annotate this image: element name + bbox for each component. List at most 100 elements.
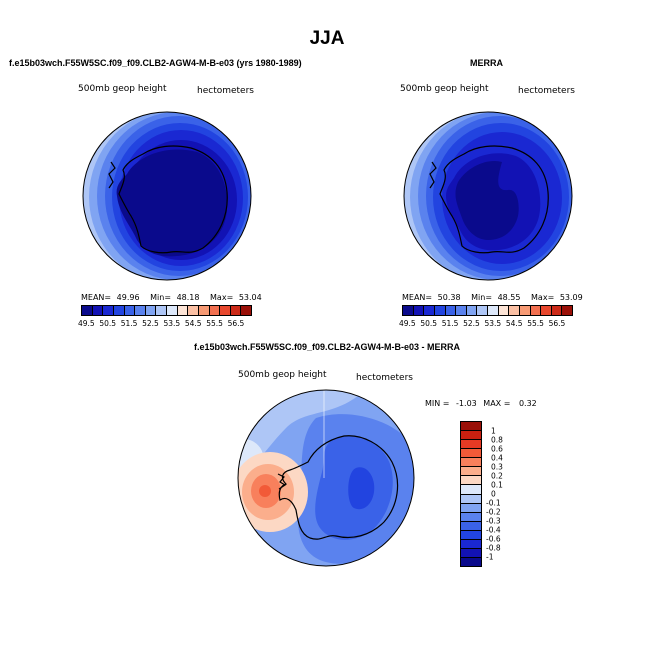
colorbar-swatch	[209, 306, 221, 315]
colorbar-swatch	[413, 306, 425, 315]
colorbar-swatch	[461, 530, 481, 540]
colorbar-swatch	[461, 449, 481, 459]
colorbar-tick-label: 51.5	[441, 319, 459, 328]
model-mean-label: MEAN=	[81, 293, 112, 302]
model-coastline	[108, 145, 228, 254]
obs-mean-label: MEAN=	[402, 293, 433, 302]
colorbar-swatch	[145, 306, 157, 315]
colorbar-tick-label: 0	[491, 489, 496, 499]
diff-min-value: -1.03	[456, 399, 477, 408]
colorbar-swatch	[230, 306, 242, 315]
colorbar-swatch	[530, 306, 542, 315]
model-max-label: Max=	[210, 293, 234, 302]
colorbar-tick-label: 0.4	[491, 453, 503, 463]
colorbar-tick-label: 55.5	[527, 319, 544, 328]
obs-min-label: Min=	[471, 293, 493, 302]
obs-mean-value: 50.38	[437, 293, 461, 302]
colorbar-swatch	[461, 458, 481, 468]
obs-units-label: hectometers	[518, 86, 575, 96]
obs-polar-map	[403, 111, 573, 281]
diff-max-value: 0.32	[518, 399, 537, 408]
colorbar-tick-label: 53.5	[163, 319, 181, 328]
colorbar-swatch	[498, 306, 510, 315]
model-colorbar-swatches	[81, 305, 252, 316]
colorbar-tick-label: 54.5	[505, 319, 523, 328]
colorbar-swatch	[92, 306, 104, 315]
colorbar-swatch	[461, 521, 481, 531]
colorbar-swatch	[220, 306, 231, 315]
colorbar-swatch	[177, 306, 189, 315]
colorbar-swatch	[156, 306, 167, 315]
colorbar-swatch	[456, 306, 467, 315]
colorbar-swatch	[424, 306, 435, 315]
diff-colorbar: 1 0.8 0.6 0.4 0.3 0.2 0.1 0 -0.1 -0.2 -0.3 -0.4 -0.6…	[460, 421, 503, 567]
diff-coastline	[277, 435, 399, 540]
model-mean-value: 49.96	[116, 293, 140, 302]
obs-colorbar-swatches	[402, 305, 573, 316]
colorbar-swatch	[461, 476, 481, 486]
colorbar-swatch	[461, 467, 481, 477]
model-panel-title: f.e15b03wch.F55W5SC.f09_f09.CLB2-AGW4-M-…	[9, 58, 302, 68]
colorbar-swatch	[124, 306, 136, 315]
colorbar-tick-label: 51.5	[120, 319, 138, 328]
colorbar-tick-label: 0.1	[491, 480, 503, 490]
colorbar-swatch	[135, 306, 146, 315]
colorbar-tick-label: -0.3	[486, 516, 501, 526]
diff-colorbar-swatches	[460, 421, 482, 567]
colorbar-tick-label: 52.5	[463, 319, 480, 328]
colorbar-swatch	[461, 512, 481, 522]
diff-units-label: hectometers	[356, 373, 413, 383]
colorbar-swatch	[461, 539, 481, 549]
colorbar-swatch	[403, 306, 414, 315]
colorbar-swatch	[461, 485, 481, 495]
colorbar-tick-label: 49.5	[77, 319, 95, 328]
model-colorbar-labels: 49.5 50.5 51.5 52.5 53.5 54.5 55.5 56.5	[77, 319, 252, 329]
colorbar-tick-label: 0.3	[491, 462, 503, 472]
model-stats: MEAN= 49.96 Min= 48.18 Max= 53.04	[81, 293, 262, 302]
obs-max-value: 53.09	[559, 293, 583, 302]
colorbar-tick-label: 54.5	[184, 319, 202, 328]
colorbar-tick-label: 50.5	[420, 319, 438, 328]
colorbar-tick-label: 0.2	[491, 471, 503, 481]
colorbar-swatch	[461, 557, 481, 566]
colorbar-swatch	[167, 306, 178, 315]
colorbar-swatch	[488, 306, 499, 315]
colorbar-tick-label: -0.8	[486, 543, 501, 553]
model-units-label: hectometers	[197, 86, 254, 96]
model-max-value: 53.04	[238, 293, 262, 302]
page-title: JJA	[309, 28, 345, 49]
colorbar-swatch	[461, 422, 481, 432]
diff-polar-map	[237, 389, 415, 567]
colorbar-swatch	[562, 306, 572, 315]
colorbar-tick-label: 52.5	[142, 319, 159, 328]
colorbar-swatch	[461, 503, 481, 513]
colorbar-swatch	[103, 306, 114, 315]
colorbar-tick-label: -0.1	[486, 498, 501, 508]
model-min-label: Min=	[150, 293, 172, 302]
colorbar-swatch	[461, 494, 481, 504]
model-variable-label: 500mb geop height	[78, 84, 167, 94]
colorbar-tick-label: -1	[486, 552, 494, 562]
colorbar-swatch	[461, 440, 481, 450]
diff-min-label: MIN =	[425, 399, 450, 408]
model-polar-map	[82, 111, 252, 281]
diff-panel-title: f.e15b03wch.F55W5SC.f09_f09.CLB2-AGW4-M-…	[193, 342, 461, 352]
colorbar-tick-label: 55.5	[206, 319, 223, 328]
colorbar-tick-label: 56.5	[227, 319, 245, 328]
colorbar-tick-label: 0.8	[491, 435, 503, 445]
colorbar-tick-label: -0.6	[486, 534, 501, 544]
colorbar-swatch	[466, 306, 478, 315]
colorbar-tick-label: 53.5	[484, 319, 502, 328]
colorbar-swatch	[551, 306, 563, 315]
obs-coastline	[429, 145, 549, 254]
colorbar-swatch	[519, 306, 531, 315]
colorbar-tick-label: 1	[491, 426, 496, 436]
colorbar-swatch	[241, 306, 251, 315]
obs-colorbar-labels: 49.5 50.5 51.5 52.5 53.5 54.5 55.5 56.5	[399, 319, 573, 329]
colorbar-swatch	[445, 306, 457, 315]
model-colorbar: 49.5 50.5 51.5 52.5 53.5 54.5 55.5 56.5	[77, 305, 252, 329]
obs-stats: MEAN= 50.38 Min= 48.55 Max= 53.09	[402, 293, 583, 302]
obs-variable-label: 500mb geop height	[400, 84, 489, 94]
colorbar-swatch	[198, 306, 210, 315]
colorbar-tick-label: -0.4	[486, 525, 501, 535]
